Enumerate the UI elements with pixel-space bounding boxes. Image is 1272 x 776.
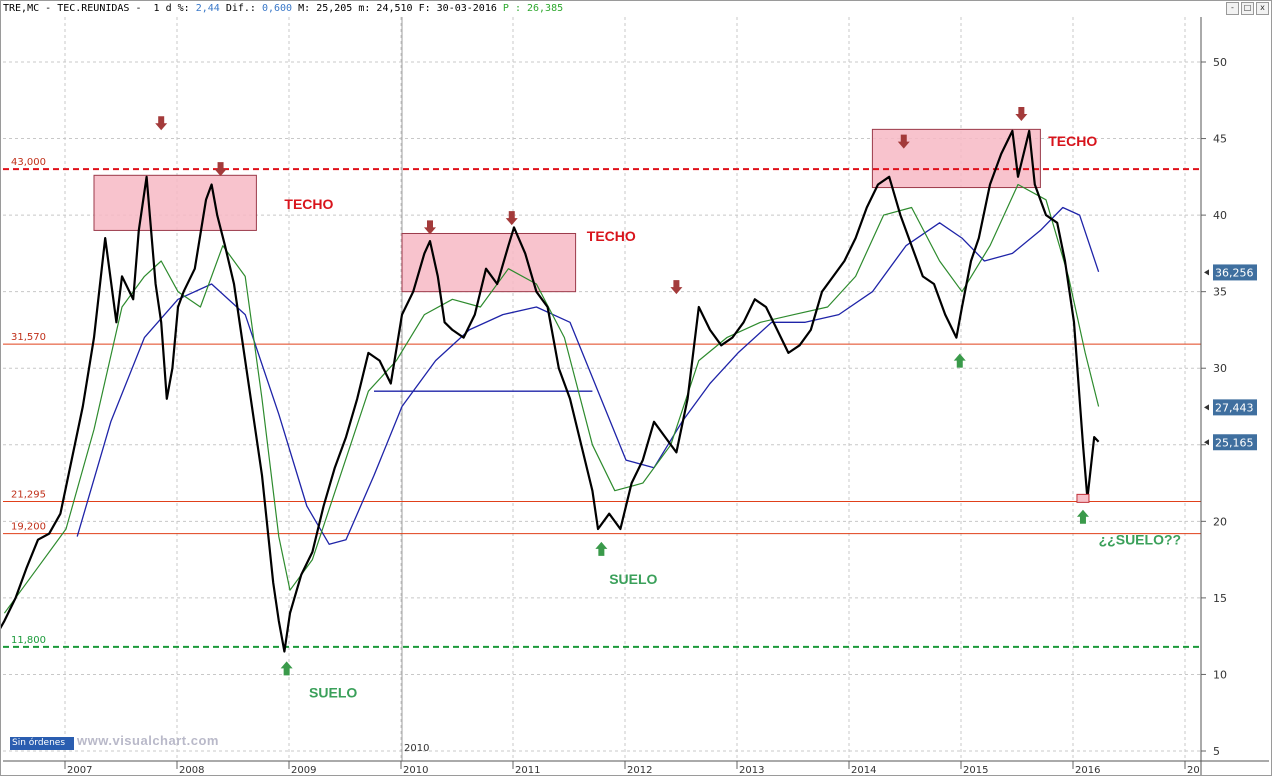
price-tag-label: 36,256 [1215, 266, 1254, 279]
y-tick-label: 15 [1213, 592, 1227, 605]
x-tick-label: 2016 [1075, 765, 1100, 775]
price-tag [1213, 434, 1257, 451]
suelo-label: SUELO [309, 684, 357, 700]
down-arrow-marker [897, 134, 910, 149]
y-tick-label: 40 [1213, 209, 1227, 222]
x-tick-label: 2007 [67, 765, 92, 775]
level-label: 21,295 [11, 490, 46, 501]
suelo-label: SUELO [609, 571, 657, 587]
price-tag-pointer [1204, 404, 1209, 411]
up-arrow-marker [953, 353, 966, 368]
watermark: www.visualchart.com [77, 733, 219, 748]
orders-button[interactable]: Sin órdenes [10, 737, 74, 750]
price-tag-label: 27,443 [1215, 401, 1254, 414]
resistance-zone-1 [93, 174, 257, 231]
x-tick-label: 2013 [739, 765, 764, 775]
long-moving-average-line [76, 206, 1100, 545]
price-line [1, 129, 1100, 653]
window-controls: - □ x [1226, 2, 1269, 15]
x-tick-label: 2009 [291, 765, 316, 775]
price-tag-pointer [1204, 269, 1209, 276]
min-label: m: [358, 3, 371, 14]
down-arrow-marker [214, 162, 227, 177]
x-tick-label: 2014 [851, 765, 876, 775]
level-label: 31,570 [11, 332, 46, 343]
date-label: F: [418, 3, 431, 14]
y-tick-label: 5 [1213, 745, 1220, 758]
low-marker [1076, 493, 1090, 503]
x-tick-label: 2008 [179, 765, 204, 775]
close-value: 26,385 [527, 3, 564, 14]
instrument-name: TEC.REUNIDAS [57, 3, 130, 14]
y-tick-label: 10 [1213, 668, 1227, 681]
axes: 5101520253035404550200720082009201020112… [3, 17, 1269, 775]
down-arrow-marker [1015, 107, 1028, 122]
pct-value: 2,44 [195, 3, 220, 14]
diff-label: Dif.: [225, 3, 256, 14]
year-divider-label: 2010 [404, 743, 429, 754]
techo-label: TECHO [587, 228, 636, 244]
date-value: 30-03-2016 [436, 3, 497, 14]
pct-label: %: [177, 3, 190, 14]
level-label: 11,800 [11, 635, 46, 646]
x-tick-label: 20 [1187, 765, 1200, 775]
resistance-zone-2 [401, 232, 577, 293]
x-tick-label: 2012 [627, 765, 652, 775]
min-value: 24,510 [376, 3, 413, 14]
down-arrow-marker [155, 116, 168, 131]
techo-label: TECHO [1048, 133, 1097, 149]
x-tick-label: 2010 [403, 765, 428, 775]
y-tick-label: 30 [1213, 362, 1227, 375]
close-button[interactable]: x [1256, 2, 1269, 15]
down-arrow-marker [424, 220, 436, 235]
price-tag [1213, 399, 1257, 416]
series [1, 129, 1100, 653]
down-arrow-marker [670, 280, 683, 295]
price-tag-label: 25,165 [1215, 436, 1254, 449]
close-label: P : [502, 3, 521, 14]
y-tick-label: 45 [1213, 133, 1227, 146]
up-arrow-marker [280, 661, 293, 676]
y-tick-label: 50 [1213, 56, 1227, 69]
down-arrow-marker [505, 211, 518, 226]
suelo-label: ¿¿SUELO?? [1099, 531, 1181, 547]
chart-header: TRE,MC - TEC.REUNIDAS - 1 d %: 2,44 Dif.… [3, 3, 564, 14]
max-label: M: [298, 3, 311, 14]
annotations: TECHO TECHO TECHO SUELO SUELO ¿¿SUELO?? [155, 107, 1181, 700]
price-tag-pointer [1204, 439, 1209, 446]
y-tick-label: 20 [1213, 515, 1227, 528]
minimize-button[interactable]: - [1226, 2, 1239, 15]
maximize-button[interactable]: □ [1241, 2, 1254, 15]
diff-value: 0,600 [261, 3, 293, 14]
zones [93, 128, 1041, 293]
level-label: 43,000 [11, 157, 46, 168]
grid [3, 17, 1201, 761]
techo-label: TECHO [284, 196, 333, 212]
y-tick-label: 35 [1213, 286, 1227, 299]
up-arrow-marker [595, 541, 608, 556]
period: 1 d [153, 3, 172, 14]
price-tag [1213, 264, 1257, 281]
up-arrow-marker [1076, 509, 1089, 524]
symbol: TRE,MC [3, 3, 40, 14]
max-value: 25,205 [316, 3, 353, 14]
level-label: 19,200 [11, 522, 46, 533]
x-tick-label: 2011 [515, 765, 540, 775]
level-lines: 43,000 31,570 21,295 19,200 11,800 [3, 157, 1201, 648]
x-tick-label: 2015 [963, 765, 988, 775]
